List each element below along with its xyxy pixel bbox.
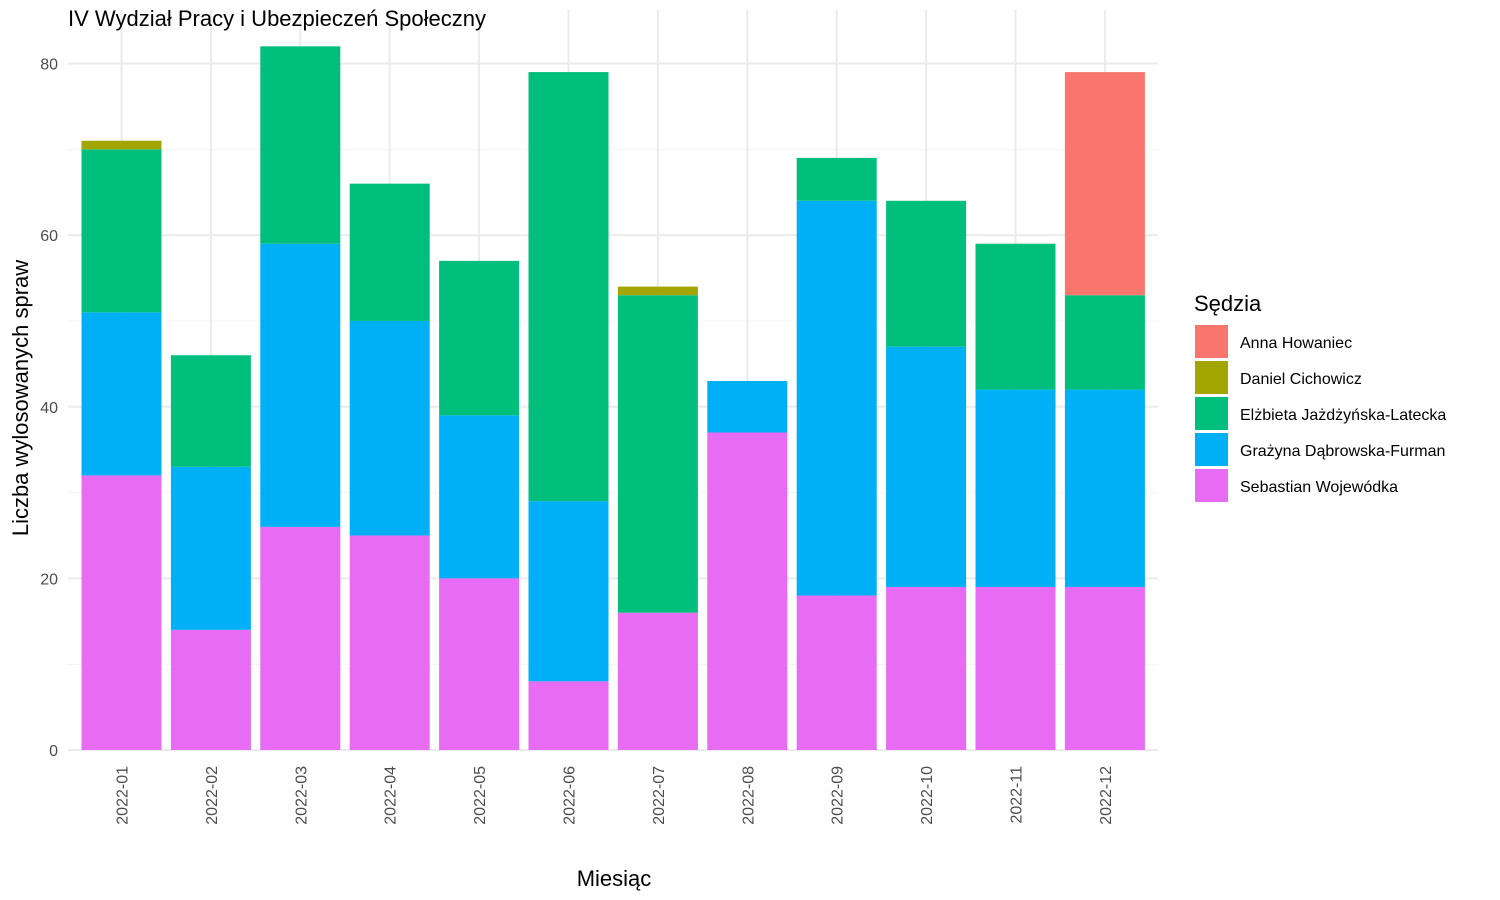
bar-segment bbox=[886, 200, 967, 347]
chart-title: IV Wydział Pracy i Ubezpieczeń Społeczny bbox=[68, 6, 486, 31]
bar-segment bbox=[1064, 72, 1145, 296]
x-tick-label: 2022-11 bbox=[1009, 766, 1026, 824]
legend-key bbox=[1195, 361, 1228, 394]
bar-segment bbox=[349, 183, 430, 321]
legend-label: Daniel Cichowicz bbox=[1240, 371, 1362, 388]
bar-segment bbox=[886, 346, 967, 587]
bar-segment bbox=[439, 415, 520, 579]
legend-key bbox=[1195, 325, 1228, 358]
legend-label: Elżbieta Jażdżyńska-Latecka bbox=[1240, 407, 1446, 424]
x-tick-label: 2022-02 bbox=[204, 766, 221, 825]
bar-segment bbox=[170, 355, 251, 467]
legend-label: Sebastian Wojewódka bbox=[1240, 479, 1398, 496]
y-tick-label: 20 bbox=[40, 571, 58, 588]
legend-title: Sędzia bbox=[1194, 291, 1262, 316]
bar-segment bbox=[975, 243, 1056, 390]
bar-segment bbox=[707, 432, 788, 750]
y-tick-label: 40 bbox=[40, 400, 58, 417]
bar-segment bbox=[260, 243, 341, 527]
x-axis-ticks: 2022-01 2022-02 2022-03 2022-04 2022-05 2022-… bbox=[115, 766, 1115, 825]
y-axis-ticks: 0 20 40 60 80 bbox=[40, 57, 58, 761]
y-tick-label: 80 bbox=[40, 57, 58, 74]
bar-segment bbox=[975, 389, 1056, 587]
bar-segment bbox=[1064, 389, 1145, 587]
x-tick-label: 2022-03 bbox=[293, 766, 310, 825]
x-tick-label: 2022-01 bbox=[115, 766, 132, 825]
bar-segment bbox=[170, 629, 251, 750]
bar-segment bbox=[81, 475, 162, 750]
bar-segment bbox=[349, 320, 430, 536]
bar-segment bbox=[439, 578, 520, 750]
legend-items: Anna Howaniec Daniel Cichowicz Elżbieta Ja… bbox=[1195, 325, 1446, 502]
bar-segment bbox=[707, 381, 788, 433]
bar-segment bbox=[528, 72, 609, 502]
y-axis-title: Liczba wylosowanych spraw bbox=[8, 260, 33, 536]
x-tick-label: 2022-12 bbox=[1098, 766, 1115, 825]
legend-key bbox=[1195, 469, 1228, 502]
bar-segment bbox=[796, 157, 877, 201]
bar-segment bbox=[260, 46, 341, 244]
bar-segment bbox=[439, 260, 520, 416]
bar-segment bbox=[886, 586, 967, 750]
bar-segment bbox=[1064, 586, 1145, 750]
bar-segment bbox=[170, 466, 251, 630]
bar-segment bbox=[617, 612, 698, 750]
x-tick-label: 2022-07 bbox=[651, 766, 668, 825]
x-tick-label: 2022-06 bbox=[562, 766, 579, 825]
legend-key bbox=[1195, 397, 1228, 430]
bar-segment bbox=[81, 140, 162, 150]
bar-segment bbox=[975, 586, 1056, 750]
bars bbox=[81, 46, 1145, 750]
bar-segment bbox=[1064, 295, 1145, 390]
legend-label: Grażyna Dąbrowska-Furman bbox=[1240, 443, 1445, 460]
bar-segment bbox=[617, 295, 698, 613]
legend-label: Anna Howaniec bbox=[1240, 335, 1352, 352]
y-tick-label: 60 bbox=[40, 228, 58, 245]
y-tick-label: 0 bbox=[49, 743, 58, 760]
x-tick-label: 2022-05 bbox=[472, 766, 489, 825]
bar-segment bbox=[796, 200, 877, 596]
bar-segment bbox=[81, 312, 162, 476]
bar-segment bbox=[528, 681, 609, 750]
x-tick-label: 2022-04 bbox=[383, 766, 400, 825]
bar-segment bbox=[81, 149, 162, 313]
legend: Sędzia Anna Howaniec Daniel Cichowicz Elżb… bbox=[1194, 291, 1446, 502]
x-tick-label: 2022-08 bbox=[740, 766, 757, 825]
bar-segment bbox=[349, 535, 430, 750]
x-tick-label: 2022-10 bbox=[919, 766, 936, 825]
bar-segment bbox=[796, 595, 877, 750]
x-axis-title: Miesiąc bbox=[577, 866, 652, 891]
bar-segment bbox=[617, 286, 698, 296]
bar-segment bbox=[528, 501, 609, 682]
legend-key bbox=[1195, 433, 1228, 466]
bar-segment bbox=[260, 526, 341, 750]
x-tick-label: 2022-09 bbox=[830, 766, 847, 825]
